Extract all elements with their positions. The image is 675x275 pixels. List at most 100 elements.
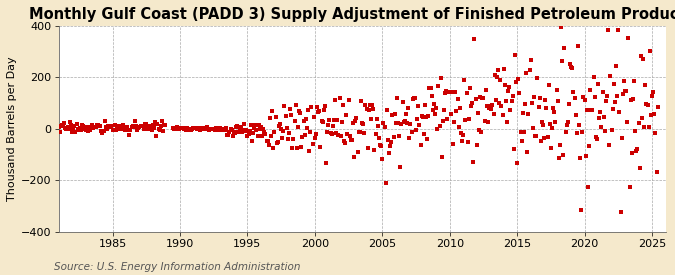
Point xyxy=(552,98,563,103)
Point xyxy=(234,128,245,133)
Point xyxy=(354,130,365,134)
Point xyxy=(321,161,331,165)
Point xyxy=(192,126,203,130)
Point xyxy=(650,131,661,135)
Point xyxy=(474,128,485,133)
Point xyxy=(564,62,575,66)
Point xyxy=(486,107,497,112)
Point xyxy=(500,83,510,87)
Point xyxy=(288,136,299,141)
Point xyxy=(299,133,310,138)
Point xyxy=(53,125,64,129)
Point xyxy=(278,128,289,133)
Point xyxy=(155,124,166,129)
Point xyxy=(518,111,529,116)
Point xyxy=(604,142,615,147)
Point xyxy=(221,125,232,130)
Point xyxy=(105,124,115,128)
Point xyxy=(226,128,237,132)
Point xyxy=(556,25,566,29)
Point xyxy=(570,112,581,117)
Point xyxy=(113,127,124,131)
Point xyxy=(155,128,165,132)
Point xyxy=(327,124,338,128)
Point xyxy=(601,99,612,103)
Point xyxy=(317,120,328,125)
Point xyxy=(371,116,382,121)
Point xyxy=(236,130,247,134)
Point xyxy=(467,101,478,105)
Point xyxy=(530,134,541,138)
Point xyxy=(332,118,343,123)
Point xyxy=(624,184,635,189)
Point xyxy=(92,123,103,128)
Point xyxy=(435,76,446,81)
Point xyxy=(466,104,477,108)
Point xyxy=(244,129,255,133)
Point xyxy=(589,95,600,100)
Point xyxy=(300,117,311,121)
Point xyxy=(533,105,544,109)
Point xyxy=(168,126,179,131)
Point xyxy=(108,127,119,132)
Point xyxy=(377,157,387,162)
Point xyxy=(432,126,443,131)
Point xyxy=(508,147,519,152)
Point xyxy=(580,153,591,158)
Point xyxy=(268,146,279,150)
Point xyxy=(418,131,429,136)
Point xyxy=(323,123,333,127)
Point xyxy=(460,118,471,122)
Point xyxy=(381,108,392,112)
Point xyxy=(305,130,316,134)
Point xyxy=(526,101,537,105)
Point xyxy=(378,121,389,125)
Point xyxy=(534,96,545,100)
Point xyxy=(402,120,412,125)
Point xyxy=(256,125,267,129)
Point xyxy=(63,126,74,131)
Point xyxy=(182,126,192,131)
Point xyxy=(495,78,506,82)
Point xyxy=(558,153,568,158)
Point xyxy=(61,126,72,131)
Point xyxy=(385,144,396,148)
Point xyxy=(144,123,155,128)
Point xyxy=(440,91,451,95)
Point xyxy=(138,124,148,128)
Point xyxy=(159,123,169,127)
Point xyxy=(640,82,651,87)
Point xyxy=(363,108,374,112)
Point xyxy=(74,126,85,130)
Point xyxy=(284,131,294,136)
Point xyxy=(625,98,636,102)
Point xyxy=(456,131,466,135)
Point xyxy=(259,130,269,134)
Point xyxy=(468,160,479,164)
Point xyxy=(608,82,619,87)
Point xyxy=(77,123,88,127)
Point xyxy=(400,112,411,116)
Point xyxy=(615,210,626,214)
Point xyxy=(334,96,345,100)
Point xyxy=(302,108,313,112)
Point xyxy=(227,134,238,138)
Point xyxy=(503,89,514,94)
Point xyxy=(423,114,434,119)
Point xyxy=(578,95,589,99)
Point xyxy=(637,116,647,120)
Point xyxy=(368,107,379,112)
Point xyxy=(349,155,360,159)
Point xyxy=(494,101,505,105)
Point xyxy=(476,130,487,134)
Point xyxy=(410,128,421,132)
Point xyxy=(383,138,394,142)
Point xyxy=(488,111,499,116)
Point xyxy=(387,113,398,118)
Point xyxy=(612,94,622,99)
Point xyxy=(200,127,211,131)
Point xyxy=(298,119,309,124)
Point xyxy=(577,130,588,134)
Point xyxy=(115,123,126,128)
Point xyxy=(273,124,284,128)
